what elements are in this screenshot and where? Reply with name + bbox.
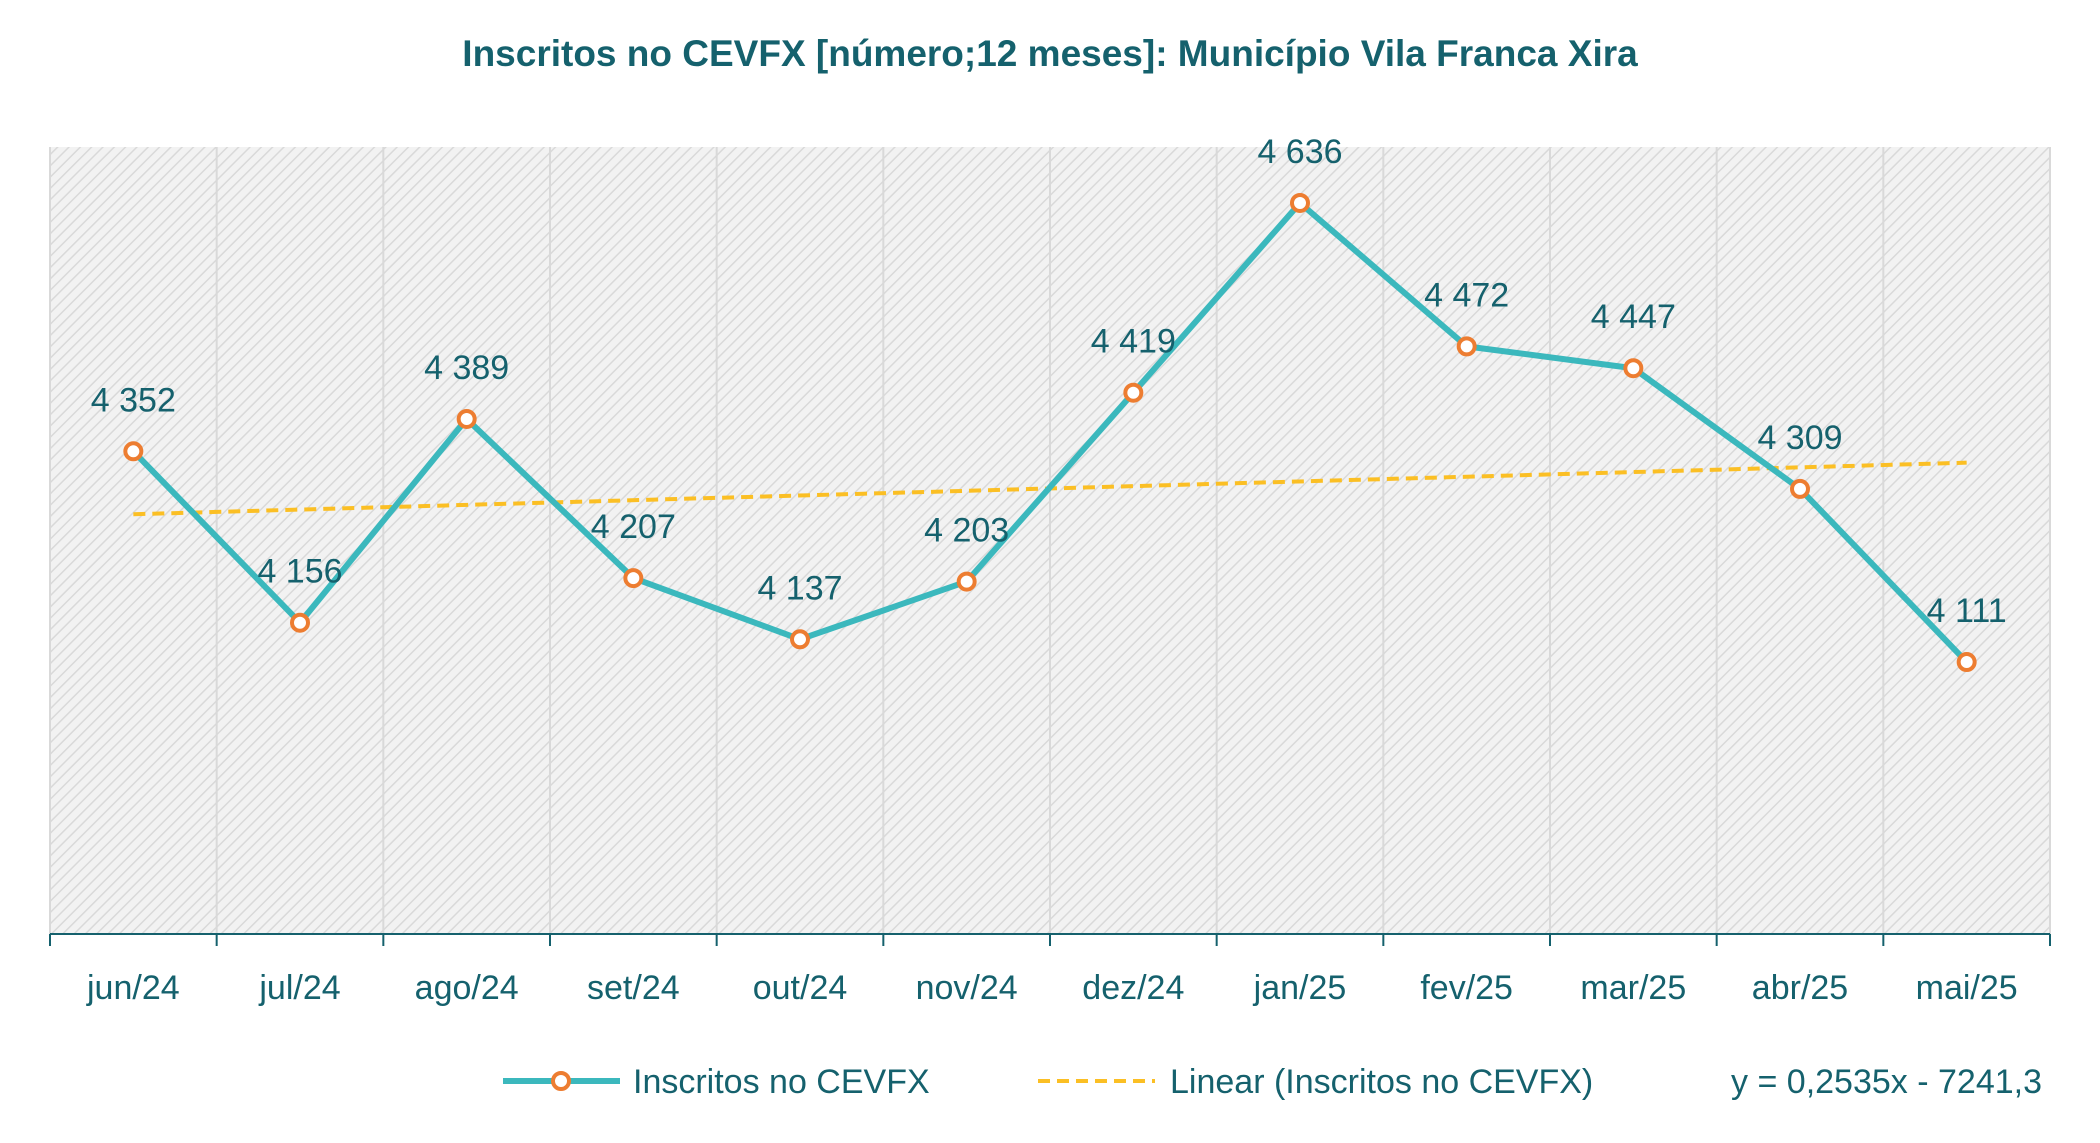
- data-point: [456, 408, 477, 429]
- data-point: [1790, 478, 1810, 499]
- data-point: [123, 441, 144, 462]
- data-label: 4 419: [1091, 323, 1176, 361]
- x-tick-label: ago/24: [415, 969, 519, 1007]
- x-tick-label: mai/25: [1916, 969, 2018, 1007]
- data-point: [290, 612, 310, 633]
- data-point: [1123, 382, 1144, 403]
- x-tick-label: out/24: [753, 969, 848, 1007]
- legend-series-marker: [551, 1071, 571, 1091]
- x-tick-label: dez/24: [1082, 969, 1184, 1007]
- data-point: [956, 571, 977, 592]
- x-tick-label: abr/25: [1752, 969, 1848, 1007]
- data-label: 4 156: [257, 553, 342, 591]
- data-label: 4 447: [1591, 298, 1676, 336]
- legend-trendline-label: Linear (Inscritos no CEVFX): [1170, 1063, 1593, 1101]
- data-label: 4 352: [91, 381, 176, 419]
- x-tick-labels: jun/24 jul/24 ago/24 set/24 out/24 nov/24 dez/…: [86, 969, 2018, 1007]
- chart-title: Inscritos no CEVFX [número;12 meses]: Mu…: [462, 33, 1638, 74]
- data-label: 4 137: [757, 569, 842, 607]
- series-layer: [123, 192, 1977, 673]
- data-point: [1956, 652, 1977, 673]
- x-tick-label: mar/25: [1580, 969, 1686, 1007]
- data-label: 4 111: [1927, 592, 2007, 630]
- x-tick-label: jul/24: [258, 969, 340, 1007]
- data-point: [790, 629, 810, 650]
- x-tick-label: jan/25: [1253, 969, 1347, 1007]
- data-label: 4 636: [1257, 133, 1342, 171]
- data-label: 4 389: [424, 349, 509, 387]
- data-point: [1290, 192, 1310, 213]
- x-tick-label: set/24: [587, 969, 680, 1007]
- data-label: 4 309: [1757, 419, 1842, 457]
- x-tick-label: fev/25: [1420, 969, 1513, 1007]
- trendline-equation: y = 0,2535x - 7241,3: [1731, 1063, 2042, 1101]
- data-label: 4 472: [1424, 276, 1509, 314]
- data-label: 4 203: [924, 512, 1009, 550]
- data-label: 4 207: [591, 508, 676, 546]
- x-tick-label: jun/24: [86, 969, 180, 1007]
- legend: Inscritos no CEVFX Linear (Inscritos no …: [503, 1063, 2042, 1101]
- data-point: [623, 568, 644, 589]
- data-labels: 4 352 4 156 4 389 4 207 4 137 4 203 4 419 4 636…: [91, 133, 2007, 630]
- data-point: [1623, 358, 1644, 379]
- legend-series-label: Inscritos no CEVFX: [633, 1063, 930, 1101]
- series-line: [130, 199, 1970, 666]
- data-point: [1456, 336, 1477, 357]
- x-axis: [49, 933, 2051, 946]
- x-tick-label: nov/24: [916, 969, 1018, 1007]
